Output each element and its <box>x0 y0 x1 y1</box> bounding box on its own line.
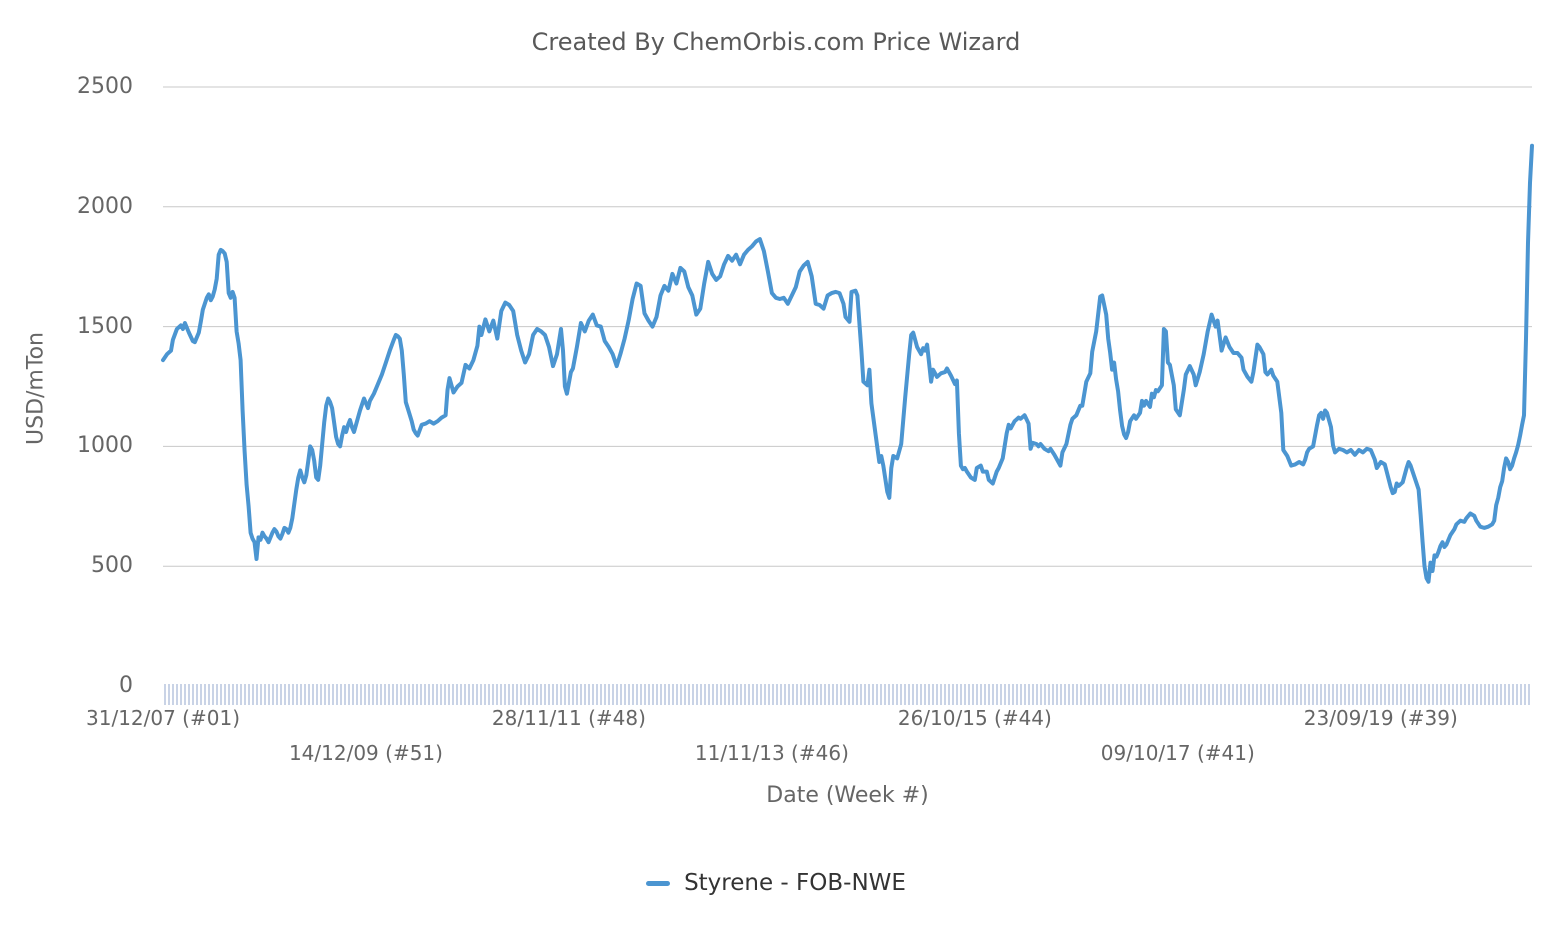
x-tick-label: 26/10/15 (#44) <box>897 706 1052 730</box>
x-tick-label: 28/11/11 (#48) <box>491 706 646 730</box>
y-tick-label-500: 500 <box>91 553 133 579</box>
x-axis-title: Date (Week #) <box>766 783 929 808</box>
legend-line-swatch <box>646 880 671 886</box>
y-tick-label-1000: 1000 <box>77 433 133 459</box>
chart-title: Created By ChemOrbis.com Price Wizard <box>531 28 1021 56</box>
y-tick-label-2000: 2000 <box>77 193 133 219</box>
x-tick-label: 14/12/09 (#51) <box>288 741 443 765</box>
y-axis-title: USD/mTon <box>23 332 49 445</box>
y-tick-label-1500: 1500 <box>77 313 133 339</box>
legend-item-styrene[interactable]: Styrene - FOB-NWE <box>0 870 1552 896</box>
x-axis-minor-ticks <box>163 684 1532 705</box>
x-tick-label: 23/09/19 (#39) <box>1303 706 1458 730</box>
legend-label: Styrene - FOB-NWE <box>684 870 906 896</box>
y-tick-label-2500: 2500 <box>77 74 133 99</box>
x-tick-label: 11/11/13 (#46) <box>694 741 849 765</box>
x-tick-label: 31/12/07 (#01) <box>86 706 240 730</box>
series-line-styrene[interactable] <box>161 143 1534 584</box>
x-tick-label: 09/10/17 (#41) <box>1100 741 1255 765</box>
y-tick-label-0: 0 <box>119 673 133 698</box>
